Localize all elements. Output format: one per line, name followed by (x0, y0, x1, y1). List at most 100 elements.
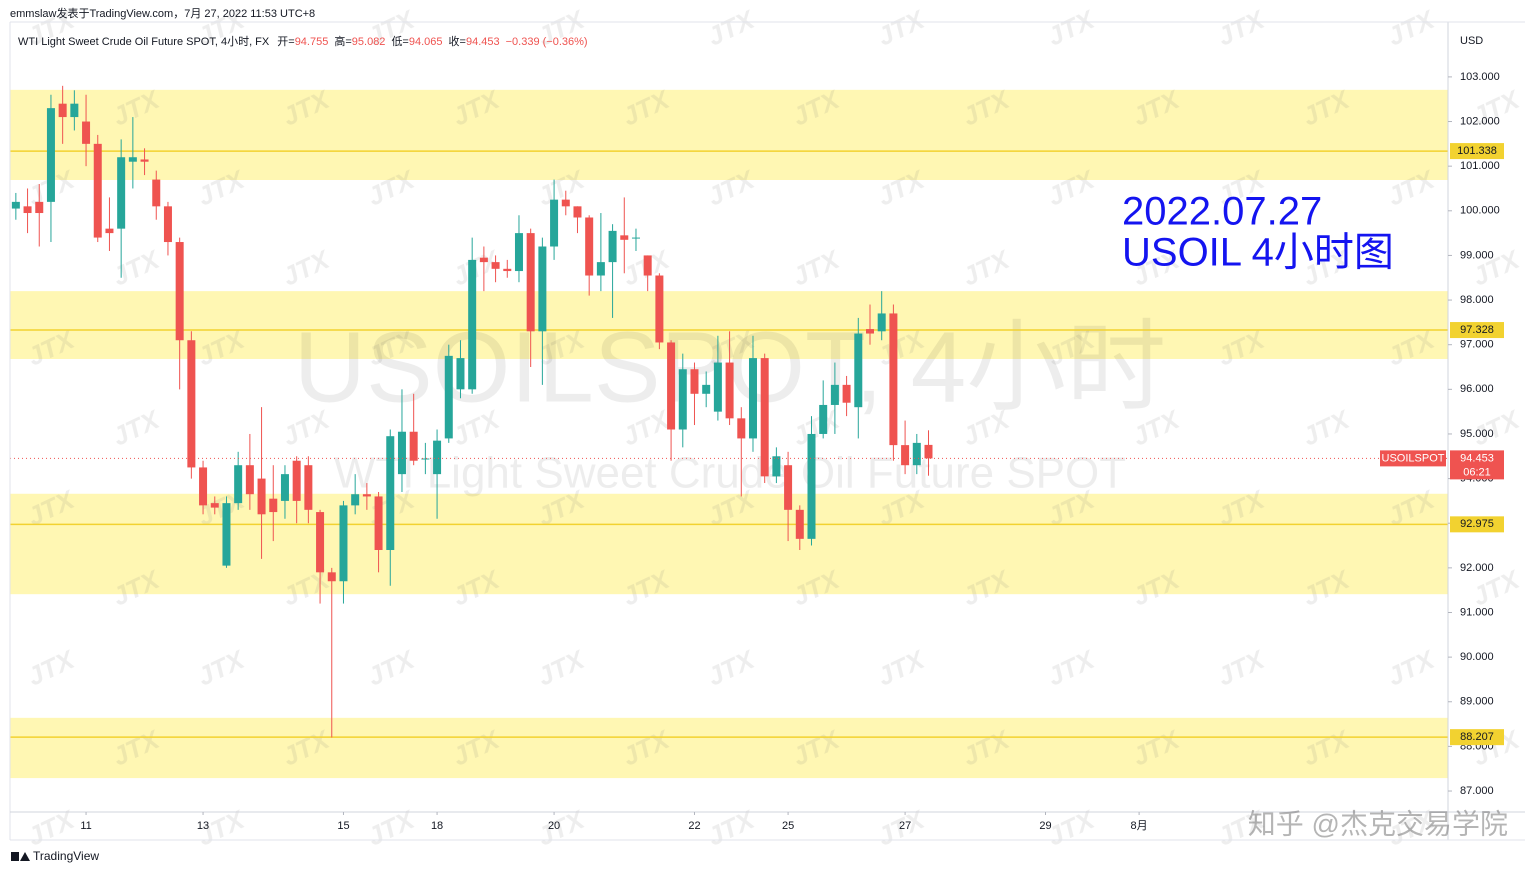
candle-body (713, 362, 722, 412)
candle-body (58, 103, 67, 118)
zones (10, 89, 1448, 779)
y-tick-label: 90.000 (1460, 651, 1494, 663)
candle-body (514, 233, 523, 272)
candle-body (23, 206, 32, 214)
level-label: 101.338 (1457, 145, 1497, 157)
level-label-box (1450, 143, 1504, 160)
ohlc-label: 高= (334, 34, 351, 48)
candle-body (620, 235, 629, 240)
candle-body (526, 233, 535, 332)
candle-body (339, 505, 348, 582)
candle-body (795, 509, 804, 539)
candle-body (222, 503, 231, 566)
x-tick-label: 25 (782, 820, 794, 832)
candle-body (819, 404, 828, 434)
candle-body (702, 384, 711, 394)
y-tick-label: 102.000 (1460, 115, 1500, 127)
candle-body (854, 333, 863, 408)
support-resistance-zone (10, 89, 1448, 180)
y-tick-label: 89.000 (1460, 696, 1494, 708)
candle-body (187, 340, 196, 468)
candle-body (280, 474, 289, 501)
plot (10, 85, 1448, 738)
candle-body (128, 157, 137, 162)
x-tick-label: 13 (197, 820, 209, 832)
ohlc-value: 94.453 (466, 36, 500, 48)
candle-body (163, 206, 172, 243)
candle-body (433, 440, 442, 475)
y-tick-label: 99.000 (1460, 249, 1494, 261)
x-tick-label: 20 (548, 820, 560, 832)
candle-body (152, 179, 161, 207)
candle-body (374, 496, 383, 551)
symbol-label-box (1380, 450, 1446, 467)
candle-body (655, 275, 664, 343)
candle-body (82, 121, 91, 144)
candle-body (327, 572, 336, 582)
ohlc-value: 94.755 (295, 36, 329, 48)
candle-body (725, 362, 734, 419)
x-tick-label: 18 (431, 820, 443, 832)
change: −0.339 (−0.36%) (506, 36, 588, 48)
candle-body (292, 460, 301, 501)
x-tick-label: 15 (337, 820, 349, 832)
candle-body (596, 262, 605, 276)
y-tick-label: 100.000 (1460, 205, 1500, 217)
y-tick-label: 103.000 (1460, 71, 1500, 83)
candle-body (889, 313, 898, 446)
description-watermark: WTI Light Sweet Crude Oil Future SPOT (334, 449, 1126, 498)
candle-body (912, 442, 921, 466)
x-tick-label: 8月 (1131, 820, 1148, 832)
support-resistance-zone (10, 717, 1448, 779)
candle-body (468, 259, 477, 390)
candle-body (924, 444, 933, 459)
candle-body (503, 268, 512, 272)
candle-body (421, 458, 430, 460)
candle-body (491, 262, 500, 269)
candle-body (362, 494, 371, 497)
y-tick-label: 98.000 (1460, 294, 1494, 306)
level-label-box (1450, 516, 1504, 533)
candle-body (807, 433, 816, 539)
candle-body (70, 103, 79, 118)
level-label-box (1450, 322, 1504, 339)
candle-body (550, 199, 559, 247)
x-tick-label: 11 (80, 820, 91, 832)
level-label: 92.975 (1460, 518, 1494, 530)
ohlc-label: 低= (391, 35, 408, 48)
y-tick-label: 101.000 (1460, 160, 1500, 172)
candle-body (175, 242, 184, 341)
y-tick-label: 97.000 (1460, 339, 1494, 351)
candle-body (117, 157, 126, 229)
candle-body (643, 255, 652, 276)
candle-body (538, 246, 547, 332)
price-label-box (1450, 450, 1504, 480)
ohlc-value: 94.065 (409, 36, 443, 48)
candle-body (631, 237, 640, 239)
support-resistance-zone (10, 291, 1448, 359)
level-label-box (1450, 729, 1504, 746)
y-tick-label: 87.000 (1460, 785, 1494, 797)
candle-body (865, 329, 874, 334)
x-tick-label: 22 (688, 820, 700, 832)
price-label: 94.453 (1460, 452, 1494, 464)
candle-body (842, 384, 851, 403)
publish-header: emmslaw发表于TradingView.com，7月 27, 2022 11… (10, 6, 315, 20)
candle-body (573, 206, 582, 218)
platform-name: TradingView (33, 849, 99, 863)
candle-body (351, 494, 360, 506)
candle-body (35, 201, 44, 214)
candle-body (444, 355, 453, 439)
candle-body (199, 467, 208, 506)
candle-body (456, 358, 465, 390)
support-resistance-zone (10, 493, 1448, 595)
annotation: 2022.07.27 (1122, 190, 1322, 234)
candle-body (304, 465, 313, 510)
candle-body (784, 465, 793, 510)
symbol-label: USOILSPOT (1382, 452, 1445, 464)
candle-body (479, 257, 488, 263)
candle-body (140, 159, 149, 162)
candle-body (737, 418, 746, 439)
candle-body (830, 384, 839, 405)
